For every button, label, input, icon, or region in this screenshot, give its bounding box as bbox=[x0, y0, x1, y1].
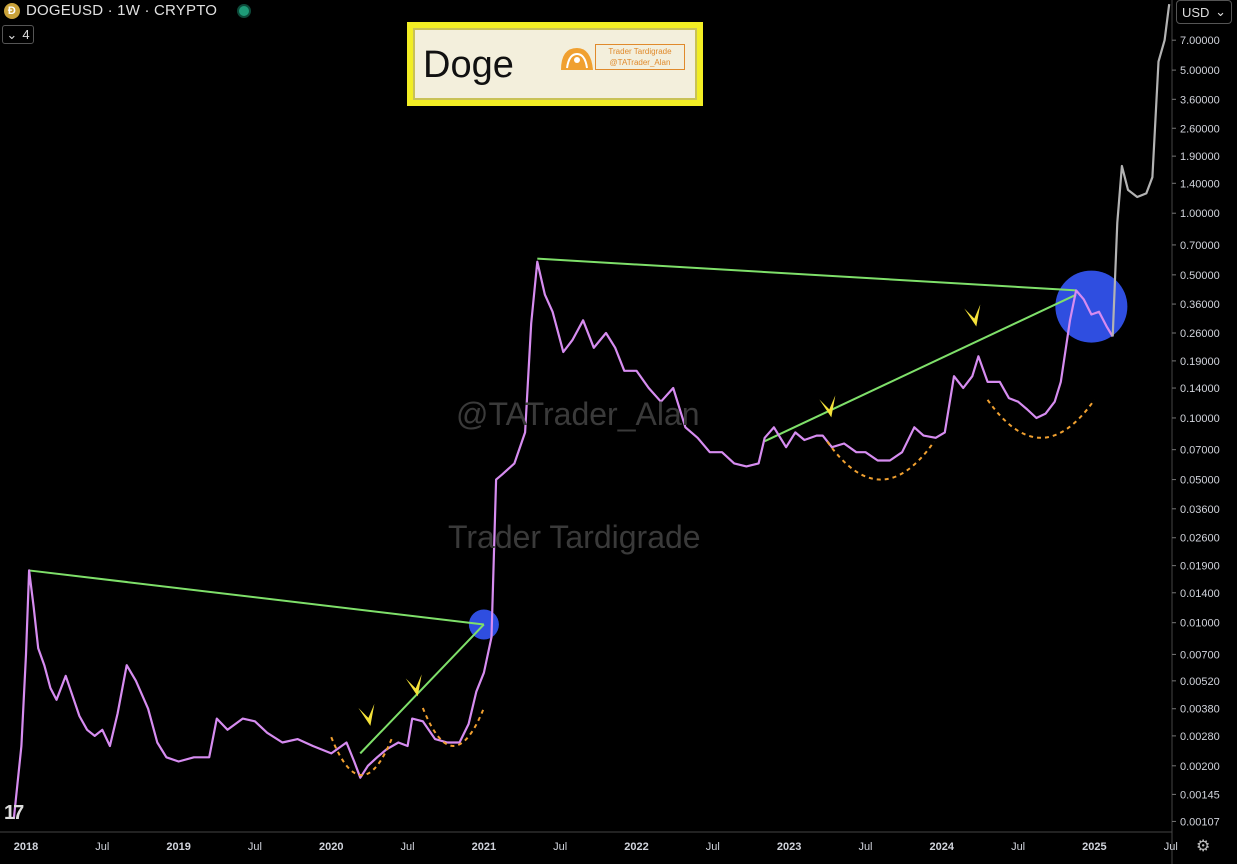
arrow-marker-2 bbox=[819, 395, 836, 418]
x-tick-label: Jul bbox=[248, 841, 262, 853]
x-tick-label: 2020 bbox=[319, 841, 343, 853]
x-tick-label: 2021 bbox=[472, 841, 496, 853]
x-tick-label: 2019 bbox=[166, 841, 190, 853]
trendline-0 bbox=[28, 569, 485, 626]
y-tick-label: 0.36000 bbox=[1180, 299, 1220, 311]
currency-select[interactable]: USD ⌄ bbox=[1176, 0, 1232, 24]
logo-title: Doge bbox=[423, 44, 514, 86]
arc-0 bbox=[330, 736, 394, 777]
indicator-count: 4 bbox=[22, 27, 30, 42]
y-axis-ticks: 7.00000 5.00000 3.60000 2.60000 1.90000 1.400… bbox=[1172, 35, 1220, 828]
y-tick-label: 3.60000 bbox=[1180, 94, 1220, 106]
y-tick-label: 0.00700 bbox=[1180, 649, 1220, 661]
x-tick-label: Jul bbox=[1011, 841, 1025, 853]
symbol-title: DOGEUSD · 1W · CRYPTO bbox=[26, 2, 218, 19]
y-tick-label: 0.00200 bbox=[1180, 761, 1220, 773]
tradingview-logo: 17 bbox=[4, 802, 24, 824]
y-tick-label: 0.00107 bbox=[1180, 816, 1220, 828]
chevron-down-icon: ⌄ bbox=[6, 26, 18, 42]
y-tick-label: 0.00380 bbox=[1180, 704, 1220, 716]
price-series bbox=[12, 3, 1171, 820]
y-tick-label: 5.00000 bbox=[1180, 65, 1220, 77]
x-tick-label: 2024 bbox=[930, 841, 955, 853]
y-tick-label: 1.00000 bbox=[1180, 208, 1220, 220]
x-tick-label: Jul bbox=[401, 841, 415, 853]
y-tick-label: 0.14000 bbox=[1180, 383, 1220, 395]
arc-2 bbox=[826, 441, 935, 481]
y-tick-label: 0.50000 bbox=[1180, 270, 1220, 282]
logo-tag: Trader Tardigrade @TATrader_Alan bbox=[595, 44, 685, 70]
rounding-arcs bbox=[330, 399, 1096, 777]
watermark-name: Trader Tardigrade bbox=[448, 519, 701, 555]
x-tick-label: 2018 bbox=[14, 841, 38, 853]
x-axis-ticks: 2018 Jul 2019 Jul 2020 Jul 2021 Jul 2022 Jul 2023 J… bbox=[14, 841, 1178, 853]
arrow-markers bbox=[358, 304, 981, 726]
x-tick-label: Jul bbox=[95, 841, 109, 853]
y-tick-label: 0.07000 bbox=[1180, 445, 1220, 457]
tardigrade-logo-icon bbox=[561, 48, 593, 70]
symbol-header[interactable]: Ð DOGEUSD · 1W · CRYPTO bbox=[4, 2, 252, 19]
watermark-handle: @TATrader_Alan bbox=[456, 396, 700, 432]
x-tick-label: 2023 bbox=[777, 841, 801, 853]
y-tick-label: 0.26000 bbox=[1180, 328, 1220, 340]
x-tick-label: Jul bbox=[858, 841, 872, 853]
y-tick-label: 0.19000 bbox=[1180, 356, 1220, 368]
gear-icon[interactable]: ⚙ bbox=[1196, 838, 1211, 855]
y-tick-label: 0.00280 bbox=[1180, 731, 1220, 743]
x-tick-label: Jul bbox=[1164, 841, 1178, 853]
chevron-down-icon: ⌄ bbox=[1215, 4, 1226, 19]
trendline-3 bbox=[764, 293, 1077, 443]
logo-tag-line2: @TATrader_Alan bbox=[609, 58, 671, 67]
doge-logo-banner: Doge Trader Tardigrade @TATrader_Alan bbox=[407, 22, 703, 106]
y-tick-label: 0.00520 bbox=[1180, 676, 1220, 688]
y-tick-label: 2.60000 bbox=[1180, 123, 1220, 135]
highlight-circles bbox=[468, 270, 1128, 640]
x-tick-label: Jul bbox=[553, 841, 567, 853]
highlight-circle-1 bbox=[1055, 270, 1128, 343]
y-tick-label: 0.10000 bbox=[1180, 413, 1220, 425]
trendline-1 bbox=[359, 623, 485, 755]
y-tick-label: 0.02600 bbox=[1180, 533, 1220, 545]
trendline-2 bbox=[537, 257, 1077, 292]
doge-coin-icon: Ð bbox=[4, 2, 20, 19]
y-tick-label: 0.70000 bbox=[1180, 240, 1220, 252]
y-tick-label: 0.01000 bbox=[1180, 618, 1220, 630]
currency-label: USD bbox=[1182, 4, 1210, 20]
arc-3 bbox=[986, 399, 1096, 439]
indicator-collapse-button[interactable]: ⌄ 4 bbox=[2, 25, 34, 44]
trendlines bbox=[28, 257, 1077, 755]
arrow-marker-1 bbox=[405, 674, 422, 697]
series-line-0 bbox=[12, 260, 1114, 820]
y-tick-label: 0.01900 bbox=[1180, 561, 1220, 573]
y-tick-label: 1.40000 bbox=[1180, 178, 1220, 190]
arc-1 bbox=[421, 707, 485, 747]
series-line-1 bbox=[1111, 3, 1171, 337]
logo-tag-line1: Trader Tardigrade bbox=[608, 47, 672, 56]
y-tick-label: 0.01400 bbox=[1180, 588, 1220, 600]
arrow-marker-3 bbox=[964, 304, 981, 327]
x-tick-label: 2022 bbox=[624, 841, 648, 853]
y-tick-label: 1.90000 bbox=[1180, 151, 1220, 163]
arrow-marker-0 bbox=[358, 703, 375, 726]
x-tick-label: 2025 bbox=[1082, 841, 1106, 853]
y-tick-label: 0.00145 bbox=[1180, 789, 1220, 801]
x-tick-label: Jul bbox=[706, 841, 720, 853]
market-status-icon bbox=[237, 3, 252, 18]
y-tick-label: 0.05000 bbox=[1180, 475, 1220, 487]
y-tick-label: 0.03600 bbox=[1180, 504, 1220, 516]
y-tick-label: 7.00000 bbox=[1180, 35, 1220, 47]
